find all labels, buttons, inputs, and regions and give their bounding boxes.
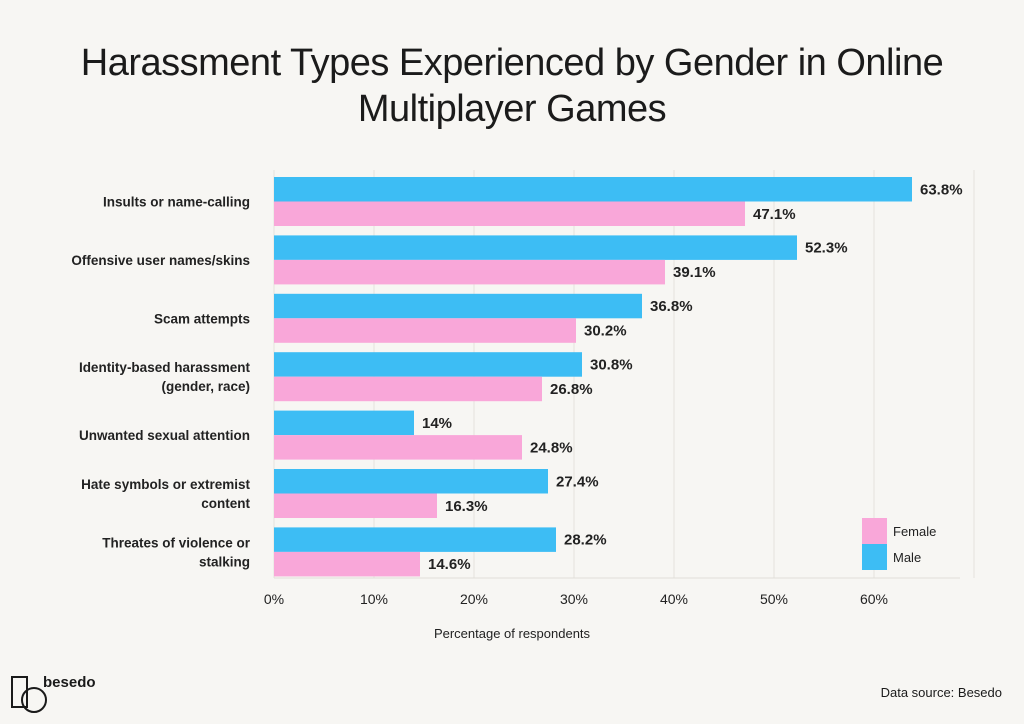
data-label: 30.2% <box>584 323 627 340</box>
bar-female <box>274 551 420 577</box>
x-tick-label: 60% <box>860 591 888 607</box>
category-label: stalking <box>199 554 250 569</box>
bar-male <box>274 352 582 377</box>
category-label: content <box>201 496 250 511</box>
data-label: 63.8% <box>920 181 963 198</box>
category-label: Threates of violence or <box>102 535 251 550</box>
data-source: Data source: Besedo <box>880 685 1002 700</box>
x-tick-label: 0% <box>264 591 284 607</box>
data-label: 28.2% <box>564 532 607 549</box>
category-label: Insults or name-calling <box>103 195 250 210</box>
legend-label: Male <box>893 550 921 565</box>
x-tick-label: 20% <box>460 591 488 607</box>
legend-label: Female <box>893 524 936 539</box>
data-label: 52.3% <box>805 240 848 257</box>
chart-title: Harassment Types Experienced by Gender i… <box>80 42 944 130</box>
bar-male <box>274 235 797 260</box>
x-tick-label: 30% <box>560 591 588 607</box>
bar-male <box>274 469 548 494</box>
x-axis-label: Percentage of respondents <box>434 626 591 641</box>
data-label: 14% <box>422 415 452 432</box>
bar-female <box>274 201 745 226</box>
bar-male <box>274 410 414 436</box>
legend-swatch-female <box>862 518 887 544</box>
bar-male <box>274 293 642 319</box>
category-label: Unwanted sexual attention <box>79 428 250 443</box>
besedo-logo-icon <box>11 676 47 713</box>
x-tick-label: 50% <box>760 591 788 607</box>
bar-male <box>274 177 912 202</box>
category-label: (gender, race) <box>161 379 250 394</box>
bar-female <box>274 376 542 402</box>
data-label: 26.8% <box>550 381 593 398</box>
category-label: Identity-based harassment <box>79 360 251 375</box>
data-label: 16.3% <box>445 498 488 515</box>
bar-male <box>274 527 556 552</box>
data-label: 14.6% <box>428 556 471 573</box>
data-label: 36.8% <box>650 298 693 315</box>
logo-text: besedo <box>43 674 96 691</box>
data-label: 30.8% <box>590 356 633 373</box>
category-label: Hate symbols or extremist <box>81 477 250 492</box>
bar-female <box>274 318 576 343</box>
bar-female <box>274 435 522 460</box>
bar-female <box>274 493 437 518</box>
data-label: 47.1% <box>753 206 796 223</box>
data-label: 27.4% <box>556 473 599 490</box>
legend-swatch-male <box>862 544 887 570</box>
data-label: 39.1% <box>673 264 716 281</box>
bar-female <box>274 259 665 285</box>
x-tick-label: 10% <box>360 591 388 607</box>
x-tick-label: 40% <box>660 591 688 607</box>
data-label: 24.8% <box>530 439 573 456</box>
category-label: Offensive user names/skins <box>71 253 250 268</box>
category-label: Scam attempts <box>154 311 250 326</box>
